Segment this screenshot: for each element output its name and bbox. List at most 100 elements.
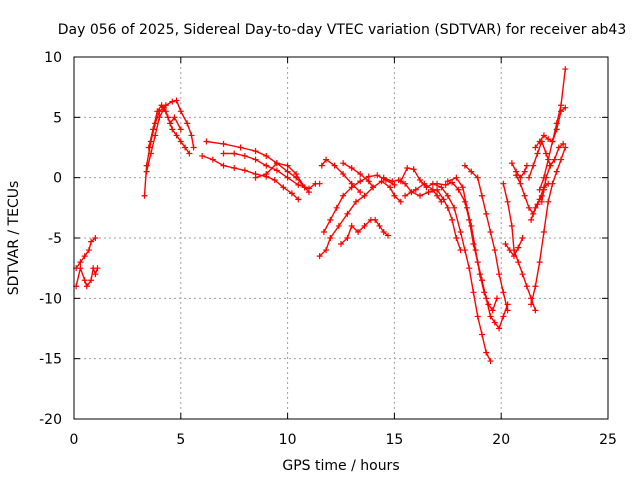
data-point [389,178,396,185]
series-14 [340,160,377,191]
data-point [348,165,355,172]
data-point [263,171,270,178]
data-point [457,228,464,235]
data-point [220,140,227,147]
data-point [237,144,244,151]
data-point [203,138,210,145]
data-point [483,349,490,356]
data-point [252,156,259,163]
data-point [169,98,176,105]
data-point [555,144,562,151]
data-point [521,168,528,175]
data-point [532,144,539,151]
data-point [553,126,560,133]
data-point [320,228,327,235]
data-point [190,144,197,151]
data-point [284,174,291,181]
data-point [365,178,372,185]
data-point [344,235,351,241]
data-point [500,313,507,320]
data-point [534,150,541,157]
data-point [519,271,526,278]
data-point [528,301,535,308]
data-point [481,289,488,296]
data-point [372,216,379,223]
series-trace [534,107,566,148]
data-point [220,162,227,169]
data-point [316,180,323,187]
data-point [380,174,387,181]
data-point [500,180,507,187]
series-28 [532,104,569,151]
data-point [466,265,473,272]
data-point [444,178,451,185]
data-point [553,168,560,175]
data-point [545,136,552,143]
data-point [273,167,280,174]
data-point [540,132,547,139]
data-point [284,168,291,175]
data-point [423,184,430,191]
data-point [521,192,528,199]
x-tick-label: 25 [599,432,617,448]
y-tick-label: 5 [53,110,62,126]
data-point [558,108,565,115]
series-9 [252,160,312,196]
data-point [478,331,485,338]
data-point [417,177,424,184]
data-point [487,358,494,365]
data-point [547,162,554,169]
data-point [551,156,558,163]
data-point [295,181,302,188]
data-point [94,265,101,272]
plot-frame [73,56,609,420]
chart-title: Day 056 of 2025, Sidereal Day-to-day VTE… [58,22,627,38]
y-tick-label: 0 [53,171,62,187]
data-point [380,228,387,235]
data-point [438,198,445,205]
data-point [543,150,550,157]
data-point [241,152,248,159]
data-point [478,192,485,199]
series-trace [323,174,395,233]
data-point [476,271,483,278]
data-point [517,174,524,181]
x-tick-label: 5 [176,432,185,448]
data-point [340,192,347,199]
data-point [487,313,494,320]
data-point [186,150,193,157]
data-point [504,198,511,205]
data-point [387,184,394,191]
series-8 [220,150,323,192]
data-point [519,235,526,241]
data-point [508,222,515,229]
data-point [167,120,174,127]
data-point [188,132,195,139]
data-point [532,283,539,290]
series-11 [320,172,398,235]
data-point [459,184,466,191]
series-13 [318,156,364,196]
data-point [273,160,280,167]
grid-lines [74,57,608,419]
data-point [199,152,206,159]
data-point [335,222,342,229]
data-point [525,174,532,181]
data-point [528,216,535,223]
data-point [515,244,522,251]
data-point [472,247,479,254]
data-point [470,289,477,296]
y-tick-label: -10 [39,291,62,307]
series-24 [508,160,530,181]
data-point [536,259,543,266]
data-point [88,238,95,245]
data-point [231,150,238,157]
data-point [305,189,312,196]
series-layer [73,66,569,365]
data-point [500,289,507,296]
series-30 [528,180,552,223]
data-point [483,210,490,217]
data-point [357,189,364,196]
data-point [263,162,270,169]
x-tick-label: 15 [385,432,403,448]
